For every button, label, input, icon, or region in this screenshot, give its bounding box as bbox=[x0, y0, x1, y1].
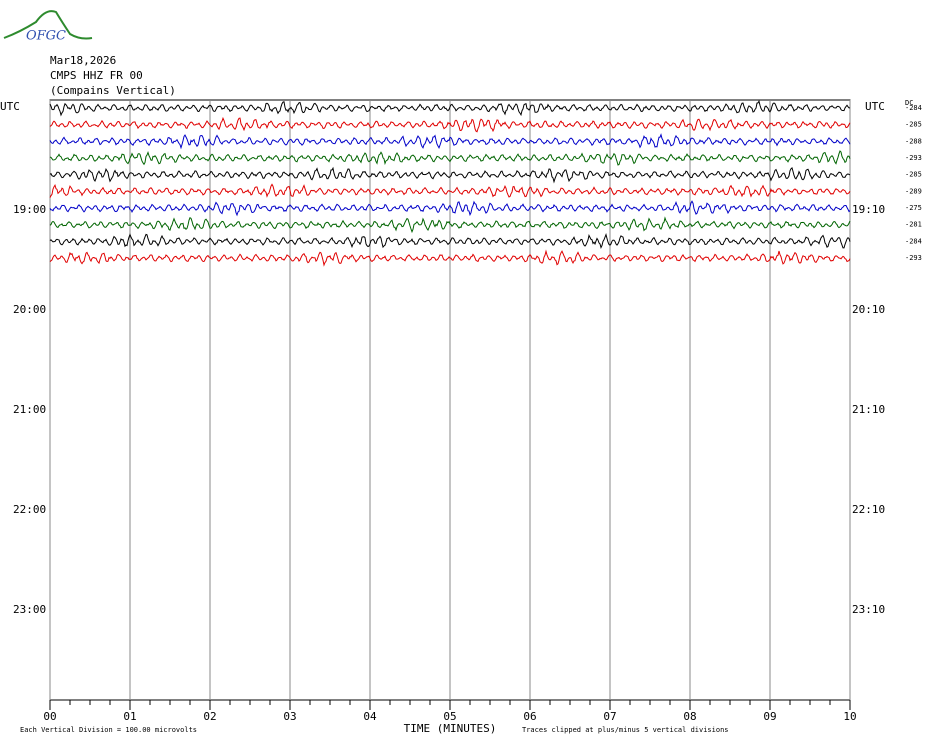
right-time-label: 22:10 bbox=[852, 503, 885, 516]
right-time-label: 23:10 bbox=[852, 603, 885, 616]
logo: OFGC bbox=[26, 29, 66, 44]
trace bbox=[49, 232, 851, 250]
right-time-label: UTC bbox=[865, 100, 885, 113]
x-tick-label: 07 bbox=[603, 710, 616, 723]
x-tick-label: 05 bbox=[443, 710, 456, 723]
left-time-label: 20:00 bbox=[13, 303, 46, 316]
dc-value: -285 bbox=[905, 121, 922, 129]
dc-value: -288 bbox=[905, 137, 922, 145]
x-tick-label: 06 bbox=[523, 710, 536, 723]
trace bbox=[49, 133, 851, 150]
trace bbox=[49, 166, 851, 184]
dc-value: -284 bbox=[905, 104, 922, 112]
dc-value: -293 bbox=[905, 154, 922, 162]
trace bbox=[49, 183, 851, 198]
x-tick-label: 08 bbox=[683, 710, 696, 723]
left-time-label: UTC bbox=[0, 100, 20, 113]
left-time-label: 22:00 bbox=[13, 503, 46, 516]
dc-value: -285 bbox=[905, 171, 922, 179]
dc-value: -281 bbox=[905, 221, 922, 229]
trace bbox=[49, 216, 851, 234]
dc-value: -284 bbox=[905, 237, 922, 245]
trace bbox=[49, 116, 851, 133]
x-tick-label: 00 bbox=[43, 710, 56, 723]
trace bbox=[49, 100, 850, 117]
date: Mar18,2026 bbox=[50, 54, 116, 67]
x-tick-label: 01 bbox=[123, 710, 136, 723]
right-time-label: 20:10 bbox=[852, 303, 885, 316]
x-axis-label: TIME (MINUTES) bbox=[404, 722, 497, 735]
right-time-label: 19:10 bbox=[852, 203, 885, 216]
dc-header: DC bbox=[905, 99, 913, 107]
station-name: (Compains Vertical) bbox=[50, 84, 176, 97]
dc-value: -293 bbox=[905, 254, 922, 262]
x-tick-label: 10 bbox=[843, 710, 856, 723]
left-time-label: 23:00 bbox=[13, 603, 46, 616]
x-tick-label: 09 bbox=[763, 710, 776, 723]
trace bbox=[49, 249, 851, 267]
left-time-label: 19:00 bbox=[13, 203, 46, 216]
right-time-label: 21:10 bbox=[852, 403, 885, 416]
trace bbox=[49, 150, 851, 166]
dc-value: -289 bbox=[905, 187, 922, 195]
x-tick-label: 04 bbox=[363, 710, 377, 723]
logo-curve bbox=[3, 10, 93, 40]
division-note: Each Vertical Division = 100.00 microvol… bbox=[20, 726, 197, 734]
x-tick-label: 02 bbox=[203, 710, 216, 723]
clip-note: Traces clipped at plus/minus 5 vertical … bbox=[522, 726, 729, 734]
station: CMPS HHZ FR 00 bbox=[50, 69, 143, 82]
trace bbox=[49, 200, 851, 217]
left-time-label: 21:00 bbox=[13, 403, 46, 416]
dc-value: -275 bbox=[905, 204, 922, 212]
x-tick-label: 03 bbox=[283, 710, 296, 723]
